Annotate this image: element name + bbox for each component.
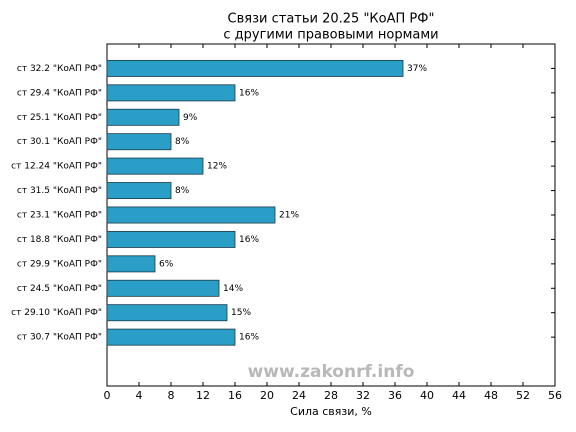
y-tick-label: ст 23.1 "КоАП РФ" — [17, 211, 102, 221]
value-label: 8% — [175, 186, 190, 196]
value-label: 8% — [175, 137, 190, 147]
chart-title: Связи статьи 20.25 "КоАП РФ" — [228, 12, 435, 27]
value-label: 14% — [223, 284, 243, 294]
value-label: 16% — [239, 333, 259, 343]
y-tick-label: ст 30.1 "КоАП РФ" — [17, 137, 102, 147]
x-tick-label: 8 — [168, 389, 175, 402]
x-tick-label: 20 — [260, 389, 274, 402]
bar — [106, 304, 228, 322]
x-tick-label: 0 — [104, 389, 111, 402]
value-label: 16% — [239, 235, 259, 245]
x-tick-label: 36 — [388, 389, 402, 402]
value-label: 6% — [159, 259, 174, 269]
y-tick-label: ст 18.8 "КоАП РФ" — [17, 235, 102, 245]
bar — [106, 279, 220, 297]
bar — [106, 84, 236, 102]
y-tick-label: ст 30.7 "КоАП РФ" — [17, 333, 102, 343]
x-tick-label: 28 — [324, 389, 338, 402]
chart-title: с другими правовыми нормами — [223, 28, 438, 43]
bar — [106, 206, 276, 224]
y-tick-label: ст 29.10 "КоАП РФ" — [11, 308, 102, 318]
x-axis-label: Сила связи, % — [290, 405, 372, 418]
y-tick-label: ст 12.24 "КоАП РФ" — [11, 162, 102, 172]
y-tick-label: ст 31.5 "КоАП РФ" — [17, 186, 102, 196]
y-tick-label: ст 32.2 "КоАП РФ" — [17, 64, 102, 74]
y-tick-label: ст 24.5 "КоАП РФ" — [17, 284, 102, 294]
value-label: 9% — [183, 113, 198, 123]
x-tick-label: 4 — [136, 389, 143, 402]
bar — [106, 182, 172, 200]
bar — [106, 108, 180, 126]
value-label: 12% — [207, 162, 227, 172]
x-tick-label: 56 — [548, 389, 562, 402]
x-tick-label: 12 — [196, 389, 210, 402]
bar — [106, 255, 156, 273]
bar — [106, 230, 236, 248]
x-tick-label: 40 — [420, 389, 434, 402]
y-tick-label: ст 29.9 "КоАП РФ" — [17, 259, 102, 269]
x-tick-label: 16 — [228, 389, 242, 402]
x-tick-label: 52 — [516, 389, 530, 402]
bar — [106, 328, 236, 346]
y-tick-label: ст 25.1 "КоАП РФ" — [17, 113, 102, 123]
value-label: 16% — [239, 88, 259, 98]
x-tick-label: 48 — [484, 389, 498, 402]
x-tick-label: 32 — [356, 389, 370, 402]
value-label: 21% — [279, 211, 299, 221]
bar — [106, 133, 172, 151]
value-label: 15% — [231, 308, 251, 318]
y-tick-label: ст 29.4 "КоАП РФ" — [17, 88, 102, 98]
bar — [106, 157, 204, 175]
x-tick-label: 24 — [292, 389, 306, 402]
x-tick-label: 44 — [452, 389, 466, 402]
bar — [106, 59, 404, 77]
value-label: 37% — [407, 64, 427, 74]
watermark: www.zakonrf.info — [248, 362, 415, 382]
